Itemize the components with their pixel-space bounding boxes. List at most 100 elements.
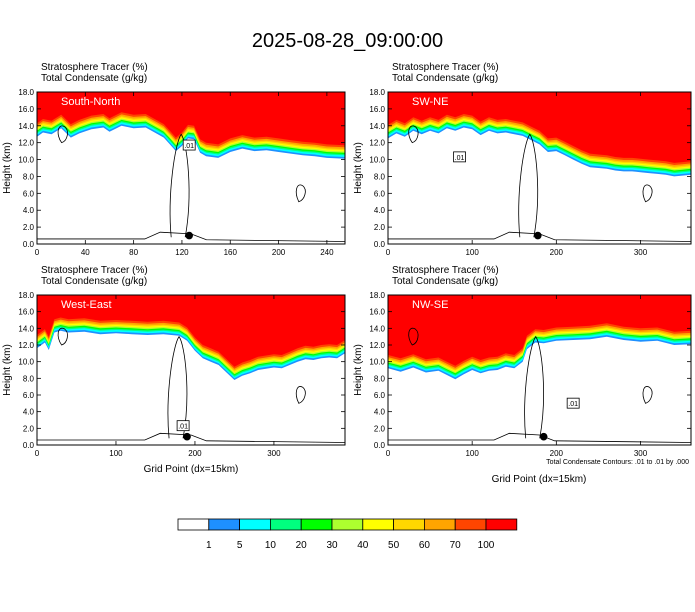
y-tick-label: 2.0	[23, 223, 35, 232]
convective-contour	[524, 335, 544, 439]
y-tick-label: 10.0	[369, 156, 385, 165]
location-marker	[539, 432, 548, 441]
terrain-contour	[388, 231, 691, 242]
colorbar-swatch	[239, 518, 271, 531]
x-tick-label: 300	[634, 248, 648, 257]
contour-label: Total Condensate (g/kg)	[41, 276, 147, 287]
colorbar-swatch	[331, 518, 364, 531]
tracer-band-0	[388, 295, 691, 366]
y-tick-label: 6.0	[374, 189, 386, 198]
colorbar-tick-label: 70	[450, 540, 462, 551]
colorbar-tick-label: 1	[206, 540, 212, 551]
y-tick-label: 12.0	[18, 341, 34, 350]
panel-sw-ne: Stratosphere Tracer (%)Total Condensate …	[353, 62, 692, 257]
contour-label: Total Condensate (g/kg)	[392, 276, 498, 287]
colorbar-swatch	[362, 518, 394, 531]
y-tick-label: 6.0	[374, 391, 386, 400]
panel-frame	[36, 294, 346, 446]
x-tick-label: 160	[224, 248, 238, 257]
terrain-contour	[37, 231, 345, 242]
tracer-band-0	[37, 92, 345, 146]
cloud-contour-b	[642, 184, 653, 203]
y-tick-label: 16.0	[369, 105, 385, 114]
x-tick-label: 100	[109, 449, 123, 458]
y-tick-label: 12.0	[18, 139, 34, 148]
y-tick-label: 2.0	[23, 424, 35, 433]
location-marker	[185, 231, 193, 240]
y-tick-label: 16.0	[18, 105, 34, 114]
colorbar-swatch	[485, 518, 518, 531]
x-tick-label: 40	[81, 248, 90, 257]
plot-area: .01	[388, 295, 691, 443]
x-tick-label: 100	[465, 449, 479, 458]
panel-nw-se: Stratosphere Tracer (%)Total Condensate …	[353, 265, 692, 458]
y-tick-label: 14.0	[18, 122, 34, 131]
x-tick-label: 120	[175, 248, 189, 257]
colorbar-tick-label: 50	[388, 540, 400, 551]
x-tick-label: 0	[35, 449, 40, 458]
y-tick-label: 12.0	[369, 139, 385, 148]
y-tick-label: 14.0	[18, 324, 34, 333]
panel-name: West-East	[61, 299, 112, 311]
y-tick-label: 0.0	[374, 441, 386, 450]
x-axis-label: Grid Point (dx=15km)	[144, 464, 239, 475]
y-tick-label: 0.0	[23, 240, 35, 249]
field-label: Stratosphere Tracer (%)	[392, 62, 499, 73]
field-label: Stratosphere Tracer (%)	[41, 265, 148, 276]
colorbar-swatch	[208, 518, 241, 531]
y-tick-label: 0.0	[23, 441, 35, 450]
y-tick-label: 6.0	[23, 189, 35, 198]
y-tick-label: 0.0	[374, 240, 386, 249]
convective-contour	[518, 133, 539, 238]
y-tick-label: 8.0	[23, 172, 35, 181]
colorbar-swatch	[393, 518, 425, 531]
y-tick-label: 18.0	[369, 88, 385, 97]
contour-label-text: .01	[184, 143, 194, 150]
y-axis-label: Height (km)	[353, 344, 364, 396]
y-tick-label: 4.0	[374, 408, 386, 417]
x-tick-label: 80	[129, 248, 138, 257]
colorbar-tick-label: 20	[296, 540, 308, 551]
terrain-contour	[37, 432, 345, 443]
x-tick-label: 200	[550, 449, 564, 458]
y-tick-label: 12.0	[369, 341, 385, 350]
contour-label-box	[453, 151, 466, 163]
y-tick-label: 4.0	[23, 408, 35, 417]
y-tick-label: 10.0	[18, 156, 34, 165]
y-tick-label: 16.0	[369, 308, 385, 317]
contour-label-text: .01	[455, 155, 465, 162]
colorbar-swatch	[423, 518, 456, 531]
x-tick-label: 0	[386, 248, 391, 257]
panel-south-north: Stratosphere Tracer (%)Total Condensate …	[2, 62, 346, 257]
colorbar-tick-label: 40	[357, 540, 369, 551]
cloud-contour-a	[57, 125, 68, 144]
y-tick-label: 4.0	[23, 206, 35, 215]
panel-name: SW-NE	[412, 96, 448, 108]
x-tick-label: 200	[550, 248, 564, 257]
contour-label-box	[176, 420, 190, 432]
colorbar-swatch	[177, 518, 210, 531]
x-tick-label: 200	[272, 248, 286, 257]
figure-title: 2025-08-28_09:00:00	[251, 30, 444, 52]
y-tick-label: 16.0	[18, 308, 34, 317]
colorbar-tick-label: 60	[419, 540, 431, 551]
x-tick-label: 0	[35, 248, 40, 257]
panel-frame	[387, 294, 692, 446]
convective-contour	[167, 335, 188, 439]
panel-frame	[36, 91, 346, 245]
location-marker	[534, 231, 542, 240]
y-tick-label: 8.0	[374, 374, 386, 383]
cloud-contour-a	[408, 125, 419, 144]
colorbar-swatch	[269, 518, 302, 531]
x-tick-label: 300	[267, 449, 281, 458]
x-tick-label: 100	[465, 248, 479, 257]
y-tick-label: 8.0	[23, 374, 35, 383]
field-label: Stratosphere Tracer (%)	[392, 265, 499, 276]
contour-footnote: Total Condensate Contours: .01 to .01 by…	[546, 459, 689, 466]
cloud-contour-a	[57, 327, 68, 346]
cloud-contour-b	[295, 386, 306, 404]
y-tick-label: 6.0	[23, 391, 35, 400]
plot-area: .01	[37, 92, 345, 242]
y-tick-label: 14.0	[369, 122, 385, 131]
